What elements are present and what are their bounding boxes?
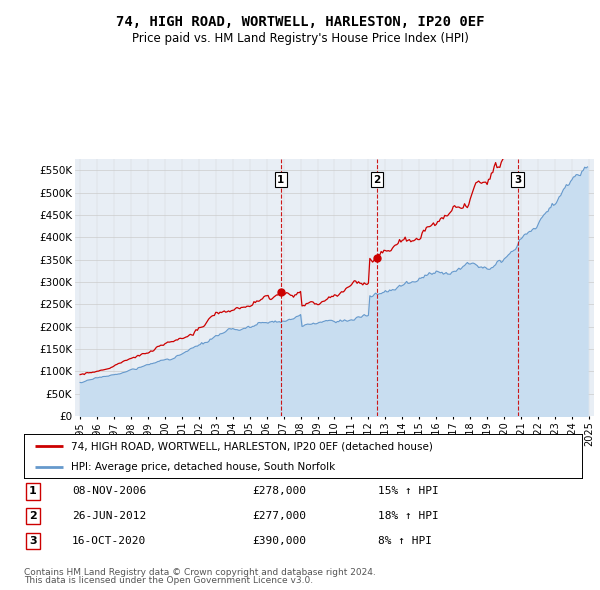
Text: 26-JUN-2012: 26-JUN-2012 (72, 512, 146, 521)
Text: Contains HM Land Registry data © Crown copyright and database right 2024.: Contains HM Land Registry data © Crown c… (24, 568, 376, 577)
Text: 16-OCT-2020: 16-OCT-2020 (72, 536, 146, 546)
Text: 3: 3 (514, 175, 521, 185)
Text: 74, HIGH ROAD, WORTWELL, HARLESTON, IP20 0EF: 74, HIGH ROAD, WORTWELL, HARLESTON, IP20… (116, 15, 484, 29)
Text: 3: 3 (29, 536, 37, 546)
Text: 2: 2 (29, 512, 37, 521)
Text: 1: 1 (29, 487, 37, 496)
Text: Price paid vs. HM Land Registry's House Price Index (HPI): Price paid vs. HM Land Registry's House … (131, 32, 469, 45)
Text: This data is licensed under the Open Government Licence v3.0.: This data is licensed under the Open Gov… (24, 576, 313, 585)
Text: 18% ↑ HPI: 18% ↑ HPI (378, 512, 439, 521)
Text: £278,000: £278,000 (252, 487, 306, 496)
Text: 2: 2 (373, 175, 380, 185)
Text: 15% ↑ HPI: 15% ↑ HPI (378, 487, 439, 496)
Text: 08-NOV-2006: 08-NOV-2006 (72, 487, 146, 496)
Text: 74, HIGH ROAD, WORTWELL, HARLESTON, IP20 0EF (detached house): 74, HIGH ROAD, WORTWELL, HARLESTON, IP20… (71, 441, 433, 451)
Text: £390,000: £390,000 (252, 536, 306, 546)
Text: 8% ↑ HPI: 8% ↑ HPI (378, 536, 432, 546)
Text: £277,000: £277,000 (252, 512, 306, 521)
Text: 1: 1 (277, 175, 284, 185)
Text: HPI: Average price, detached house, South Norfolk: HPI: Average price, detached house, Sout… (71, 462, 335, 472)
